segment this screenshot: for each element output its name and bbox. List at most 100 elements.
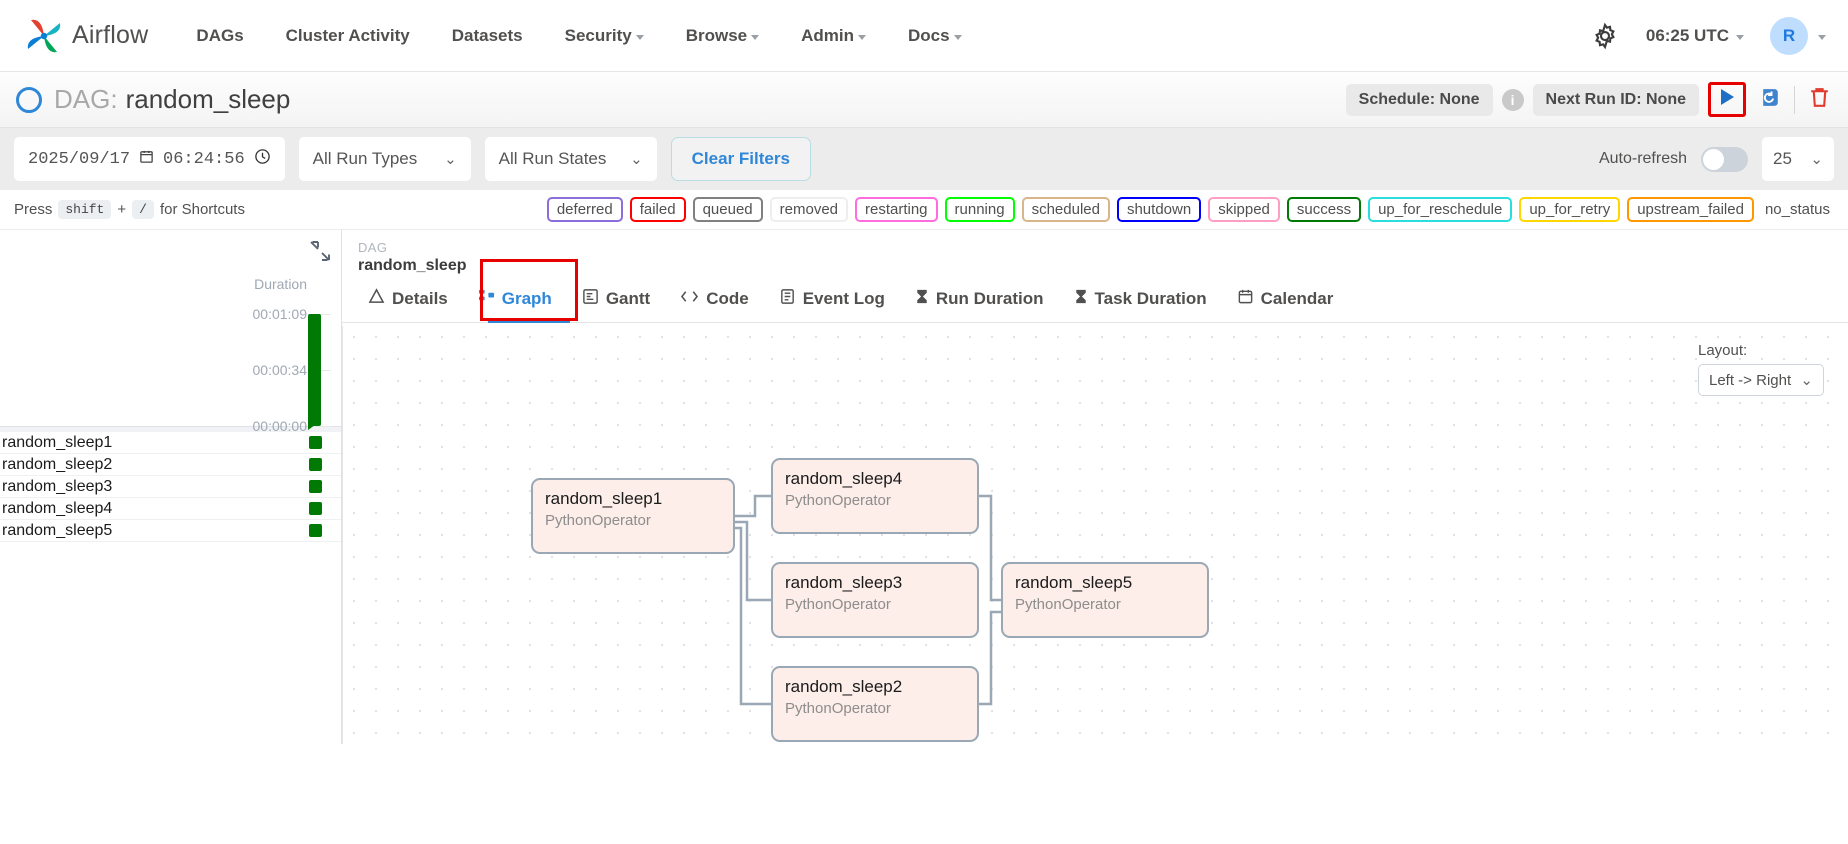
nav-label: Admin [801, 25, 855, 45]
nav-item-datasets[interactable]: Datasets [452, 26, 523, 46]
nav-right-cluster: 06:25 UTC R [1590, 0, 1826, 72]
legend-badge-deferred[interactable]: deferred [546, 197, 623, 222]
task-state-square[interactable] [309, 502, 322, 515]
legend-badge-removed[interactable]: removed [769, 197, 848, 222]
hourglass-icon [915, 288, 929, 310]
tab-graph[interactable]: Graph [468, 284, 562, 322]
shortcuts-plus: + [117, 201, 127, 218]
run-state-select[interactable]: All Run States ⌄ [484, 137, 657, 181]
graph-node-random_sleep5[interactable]: random_sleep5 PythonOperator [1001, 562, 1209, 638]
rerun-button[interactable] [1755, 85, 1785, 115]
dag-status-circle-icon [16, 86, 42, 113]
task-row[interactable]: random_sleep2 [0, 454, 341, 476]
detail-tabs: Details Graph Gantt Code Event Log Run D… [342, 259, 1848, 323]
dag-run-duration-bar[interactable] [308, 314, 321, 426]
dag-prefix-label: DAG: [54, 84, 118, 114]
chevron-down-icon [1736, 35, 1744, 40]
legend-badge-skipped[interactable]: skipped [1208, 197, 1280, 222]
hourglass-icon [1074, 288, 1088, 310]
airflow-pinwheel-icon [22, 14, 66, 58]
nav-item-dags[interactable]: DAGs [196, 26, 243, 46]
clock-icon[interactable] [254, 148, 271, 171]
rerun-icon [1758, 85, 1783, 115]
nav-item-browse[interactable]: Browse [686, 26, 760, 46]
info-icon[interactable]: i [1501, 88, 1524, 111]
next-run-id-badge: Next Run ID: None [1532, 83, 1699, 116]
layout-control: Layout: Left -> Right ⌄ [1698, 342, 1824, 396]
page-size-select[interactable]: 25 ⌄ [1762, 137, 1834, 181]
task-row[interactable]: random_sleep5 [0, 520, 341, 542]
collapse-panel-icon[interactable] [309, 240, 331, 267]
graph-canvas[interactable]: random_sleep1 PythonOperator random_sleep4… [342, 326, 1848, 744]
graph-node-title: random_sleep5 [1015, 573, 1133, 592]
page-title: random_sleep [125, 84, 291, 114]
chevron-down-icon [635, 34, 644, 40]
nav-label: Datasets [451, 25, 523, 45]
tab-code[interactable]: Code [670, 284, 759, 322]
legend-badge-restarting[interactable]: restarting [855, 197, 938, 222]
run-type-select[interactable]: All Run Types ⌄ [298, 137, 471, 181]
graph-node-operator: PythonOperator [785, 700, 891, 717]
nav-links: DAGs Cluster Activity Datasets Security … [196, 25, 962, 46]
graph-node-random_sleep3[interactable]: random_sleep3 PythonOperator [771, 562, 979, 638]
nav-label: Docs [908, 25, 950, 45]
legend-badge-upstream_failed[interactable]: upstream_failed [1627, 197, 1754, 222]
tab-details[interactable]: Details [358, 284, 458, 322]
breadcrumb: DAG random_sleep [342, 230, 1848, 275]
legend-badge-running[interactable]: running [944, 197, 1015, 222]
nav-item-docs[interactable]: Docs [908, 26, 962, 46]
layout-select[interactable]: Left -> Right ⌄ [1698, 364, 1824, 396]
chevron-down-icon [858, 34, 867, 40]
gridline [309, 426, 331, 427]
task-state-square[interactable] [309, 524, 322, 537]
legend-badge-success[interactable]: success [1286, 197, 1362, 222]
tab-task-duration[interactable]: Task Duration [1064, 284, 1217, 322]
legend-badge-scheduled[interactable]: scheduled [1021, 197, 1110, 222]
task-state-square[interactable] [309, 436, 322, 449]
task-row[interactable]: random_sleep3 [0, 476, 341, 498]
warning-triangle-icon [368, 288, 385, 310]
tab-gantt[interactable]: Gantt [572, 284, 660, 322]
graph-node-operator: PythonOperator [785, 492, 891, 509]
legend-badge-failed[interactable]: failed [629, 197, 686, 222]
play-icon [1717, 86, 1737, 113]
user-menu[interactable]: R [1770, 17, 1826, 55]
task-state-square[interactable] [309, 480, 322, 493]
nav-item-cluster-activity[interactable]: Cluster Activity [286, 26, 410, 46]
tab-run-duration[interactable]: Run Duration [905, 284, 1054, 322]
legend-badge-no-status[interactable]: no_status [1764, 201, 1830, 218]
graph-node-random_sleep2[interactable]: random_sleep2 PythonOperator [771, 666, 979, 742]
date-value: 2025/09/17 [28, 149, 131, 169]
shortcuts-key-slash: / [132, 200, 154, 219]
breadcrumb-value: random_sleep [358, 257, 467, 274]
legend-badge-up_for_reschedule[interactable]: up_for_reschedule [1368, 197, 1513, 222]
tab-calendar[interactable]: Calendar [1227, 284, 1344, 322]
gear-icon[interactable] [1590, 21, 1620, 51]
auto-refresh-toggle[interactable] [1701, 146, 1748, 172]
run-datetime-input[interactable]: 2025/09/17 06:24:56 [14, 137, 285, 181]
task-row[interactable]: random_sleep1 [0, 432, 341, 454]
legend-badge-shutdown[interactable]: shutdown [1116, 197, 1202, 222]
delete-dag-button[interactable] [1804, 85, 1834, 115]
tab-event-log[interactable]: Event Log [769, 284, 895, 322]
graph-node-random_sleep1[interactable]: random_sleep1 PythonOperator [531, 478, 735, 554]
utc-clock[interactable]: 06:25 UTC [1646, 26, 1744, 46]
task-state-square[interactable] [309, 458, 322, 471]
trigger-dag-button[interactable] [1708, 82, 1746, 117]
nav-item-admin[interactable]: Admin [801, 25, 867, 46]
graph-node-random_sleep4[interactable]: random_sleep4 PythonOperator [771, 458, 979, 534]
tab-label: Details [392, 289, 448, 308]
clear-filters-button[interactable]: Clear Filters [670, 137, 811, 181]
nav-item-security[interactable]: Security [565, 26, 644, 46]
schedule-badge: Schedule: None [1345, 83, 1493, 116]
auto-refresh-label: Auto-refresh [1598, 150, 1687, 167]
tab-label: Event Log [802, 289, 885, 308]
task-row[interactable]: random_sleep4 [0, 498, 341, 520]
chevron-down-icon: ⌄ [630, 151, 643, 168]
duration-chart: Duration 00:01:09 00:00:34 00:00:00 [0, 230, 341, 434]
duration-tick: 00:00:00 [252, 418, 308, 434]
legend-badge-up_for_retry[interactable]: up_for_retry [1519, 197, 1621, 222]
legend-badge-queued[interactable]: queued [692, 197, 763, 222]
airflow-logo-brand[interactable]: Airflow [22, 14, 148, 58]
utc-clock-label: 06:25 UTC [1645, 26, 1729, 45]
